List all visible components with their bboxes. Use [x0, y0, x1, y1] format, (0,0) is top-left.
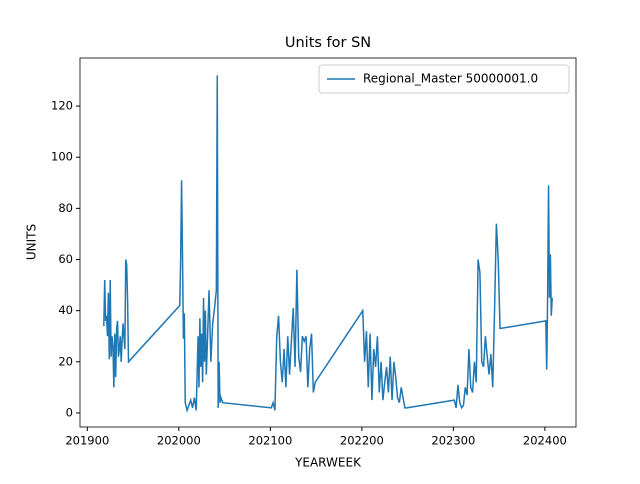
legend-label: Regional_Master 50000001.0 — [363, 72, 538, 86]
y-tick-label: 120 — [51, 99, 73, 113]
y-tick-label: 20 — [58, 354, 73, 368]
legend-box — [318, 64, 570, 94]
y-axis-label: UNITS — [25, 224, 39, 260]
plot-frame — [79, 57, 577, 428]
y-tick-label: 100 — [51, 150, 73, 164]
data-line — [103, 75, 553, 414]
x-tick-label: 202000 — [157, 434, 201, 448]
x-tick-label: 202400 — [523, 434, 567, 448]
y-tick-label: 40 — [58, 303, 73, 317]
y-tick-label: 80 — [58, 201, 73, 215]
x-axis-label: YEARWEEK — [294, 456, 362, 470]
x-tick-label: 201900 — [65, 434, 109, 448]
x-tick-label: 202200 — [340, 434, 384, 448]
x-tick-label: 202100 — [248, 434, 292, 448]
x-tick-label: 202300 — [431, 434, 475, 448]
y-tick-label: 60 — [58, 252, 73, 266]
y-tick-label: 0 — [66, 405, 73, 419]
chart-title: Units for SN — [285, 35, 371, 51]
